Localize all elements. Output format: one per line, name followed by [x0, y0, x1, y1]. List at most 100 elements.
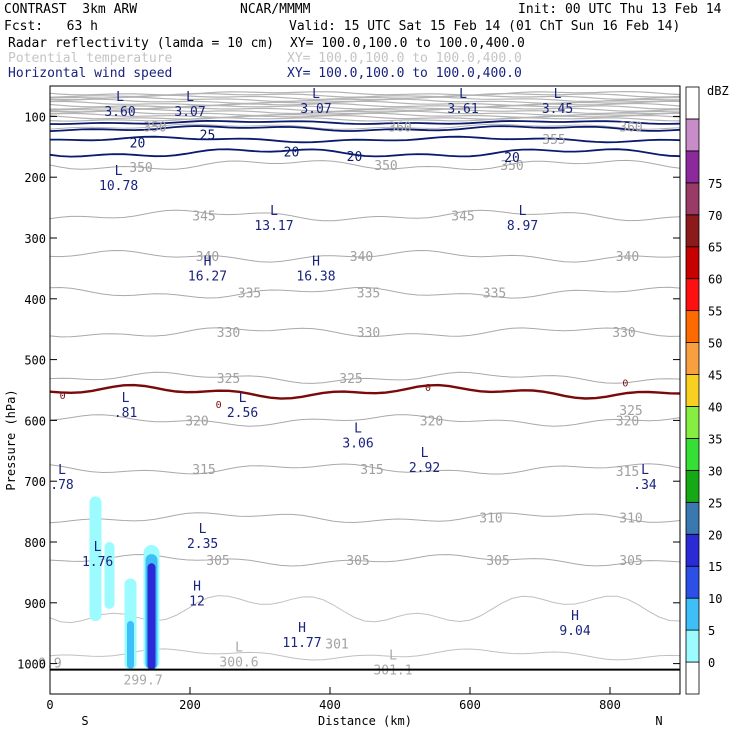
theta-label-360: 360	[619, 121, 642, 136]
extremum-value: 12	[189, 595, 205, 610]
theta-line-325	[50, 371, 680, 384]
wind-contour-25b	[50, 135, 680, 144]
end-label-north: N	[655, 714, 662, 728]
reflectivity-cell	[89, 496, 102, 622]
theta-label-305: 305	[346, 554, 369, 569]
theta-label-335: 335	[238, 287, 261, 302]
colorbar: 0 5 10 15 20 25 30 35 40 45 50 55 60 65 70 75 dBZ	[685, 84, 729, 695]
theta-label-330: 330	[217, 326, 240, 341]
extremum-value: 2.35	[187, 537, 218, 552]
y-tick-label: 300	[24, 232, 46, 246]
field-wind-xy: XY= 100.0,100.0 to 100.0,400.0	[287, 66, 522, 81]
colorbar-swatch	[685, 565, 700, 599]
extremum-value: 11.77	[282, 636, 321, 651]
extremum-value: 3.45	[542, 102, 573, 117]
extremum-value: 2.92	[409, 461, 440, 476]
colorbar-swatch	[685, 469, 700, 503]
theta-line-330	[50, 327, 680, 338]
extremum-L: L	[312, 87, 320, 102]
colorbar-level: 25	[708, 496, 722, 510]
theta-label-325: 325	[217, 372, 240, 387]
extremum-value: 3.06	[342, 437, 373, 452]
y-tick-label: 600	[24, 414, 46, 428]
theta-label-315: 315	[192, 463, 215, 478]
theta-stratosphere-line	[50, 108, 680, 115]
extremum-value: 16.27	[188, 269, 227, 284]
colorbar-swatch	[685, 406, 700, 439]
theta-label-310: 310	[479, 512, 502, 527]
colorbar-level: 50	[708, 337, 722, 351]
theta-line-345	[50, 209, 680, 222]
theta-line-350	[50, 159, 680, 171]
theta-label-340: 340	[350, 250, 373, 265]
theta-label-320: 320	[185, 414, 208, 429]
extremum-value: .78	[50, 478, 73, 493]
theta-label-315: 315	[360, 463, 383, 478]
colorbar-level: 0	[708, 656, 715, 670]
colorbar-swatch	[685, 246, 700, 280]
colorbar-swatch	[685, 214, 700, 248]
extremum-value: 16.38	[296, 269, 335, 284]
colorbar-swatch	[685, 278, 700, 312]
extremum-L: L	[459, 87, 467, 102]
theta-label-350: 350	[129, 161, 152, 176]
extremum-value: 8.97	[507, 219, 538, 234]
theta-label-350: 350	[143, 121, 166, 136]
colorbar-level: 5	[708, 624, 715, 638]
theta-label-301: 301	[325, 638, 348, 653]
y-tick-label: 900	[24, 597, 46, 611]
theta-label-345: 345	[192, 210, 215, 225]
field-theta-xy: XY= 100.0,100.0 to 100.0,400.0	[287, 51, 522, 66]
theta-label-305: 305	[619, 554, 642, 569]
extremum-L: L	[115, 164, 123, 179]
y-tick-label: 100	[24, 110, 46, 124]
init-time: Init: 00 UTC Thu 13 Feb 14	[518, 2, 722, 17]
x-tick-label: 600	[459, 698, 481, 712]
y-tick-label: 400	[24, 293, 46, 307]
colorbar-swatch	[685, 310, 700, 343]
theta-stratosphere-line	[50, 96, 680, 103]
colorbar-swatch	[685, 118, 700, 152]
theta-label-325: 325	[339, 372, 362, 387]
theta-line-310	[50, 512, 680, 524]
colorbar-swatch	[685, 342, 700, 375]
extremum-H: H	[193, 580, 201, 595]
colorbar-swatch	[685, 597, 700, 631]
theta-stratosphere-line	[50, 102, 680, 108]
extremum-L: L	[235, 640, 243, 655]
theta-label-330: 330	[357, 326, 380, 341]
x-tick-label: 0	[46, 698, 53, 712]
theta-label-310: 310	[619, 512, 642, 527]
colorbar-level: 40	[708, 400, 722, 414]
field-reflectivity-xy: XY= 100.0,100.0 to 100.0,400.0	[290, 36, 525, 51]
extremum-L: L	[389, 648, 397, 663]
extremum-L: L	[116, 90, 124, 105]
extremum-value: 2.56	[227, 406, 258, 421]
y-tick-label: 500	[24, 354, 46, 368]
theta-label-330: 330	[612, 326, 635, 341]
colorbar-level: 10	[708, 592, 722, 606]
colorbar-swatch	[685, 150, 700, 184]
colorbar-level: 75	[708, 177, 722, 191]
extremum-value: 13.17	[254, 219, 293, 234]
theta-stratosphere-line	[50, 114, 680, 120]
zero-contour-line	[49, 383, 681, 400]
extremum-value: 300.6	[219, 655, 258, 670]
theta-label-360: 360	[388, 121, 411, 136]
zero-label: 0	[60, 391, 66, 402]
extremum-value: 3.07	[174, 105, 205, 120]
colorbar-level: 65	[708, 241, 722, 255]
wind-contour-25	[50, 125, 680, 132]
colorbar-level: 35	[708, 432, 722, 446]
extremum-value: 301.1	[373, 663, 412, 678]
theta-label-315: 315	[616, 465, 639, 480]
theta-label-340: 340	[196, 250, 219, 265]
extremum-L: L	[641, 463, 649, 478]
extremum-value: 299.7	[124, 674, 163, 689]
colorbar-level: 60	[708, 273, 722, 287]
zero-label: 0	[216, 400, 222, 411]
wind-label-20: 20	[284, 146, 300, 161]
wind-label-20: 20	[130, 137, 146, 152]
